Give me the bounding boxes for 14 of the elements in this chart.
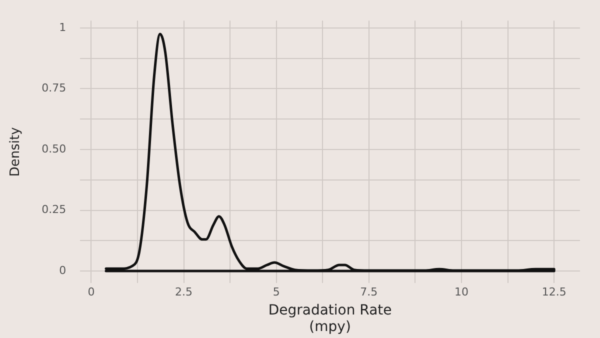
x-tick-label: 12.5	[542, 286, 566, 299]
x-axis-title: Degradation Rate (mpy)	[268, 302, 392, 336]
x-tick-label: 5	[272, 286, 280, 299]
y-tick-label: 0.75	[42, 82, 66, 95]
x-tick-label: 7.5	[360, 286, 378, 299]
y-tick-label: 1	[59, 20, 66, 34]
y-axis-title: Density	[8, 126, 24, 177]
y-tick-label: 0.50	[42, 142, 66, 156]
y-tick-label: 0	[59, 264, 66, 277]
line-series	[104, 32, 556, 272]
x-tick-label: 0	[88, 286, 95, 299]
x-tick-label: 10	[454, 286, 469, 299]
x-tick-label: 2.5	[175, 286, 193, 299]
y-tick-label: 0.25	[42, 203, 66, 216]
